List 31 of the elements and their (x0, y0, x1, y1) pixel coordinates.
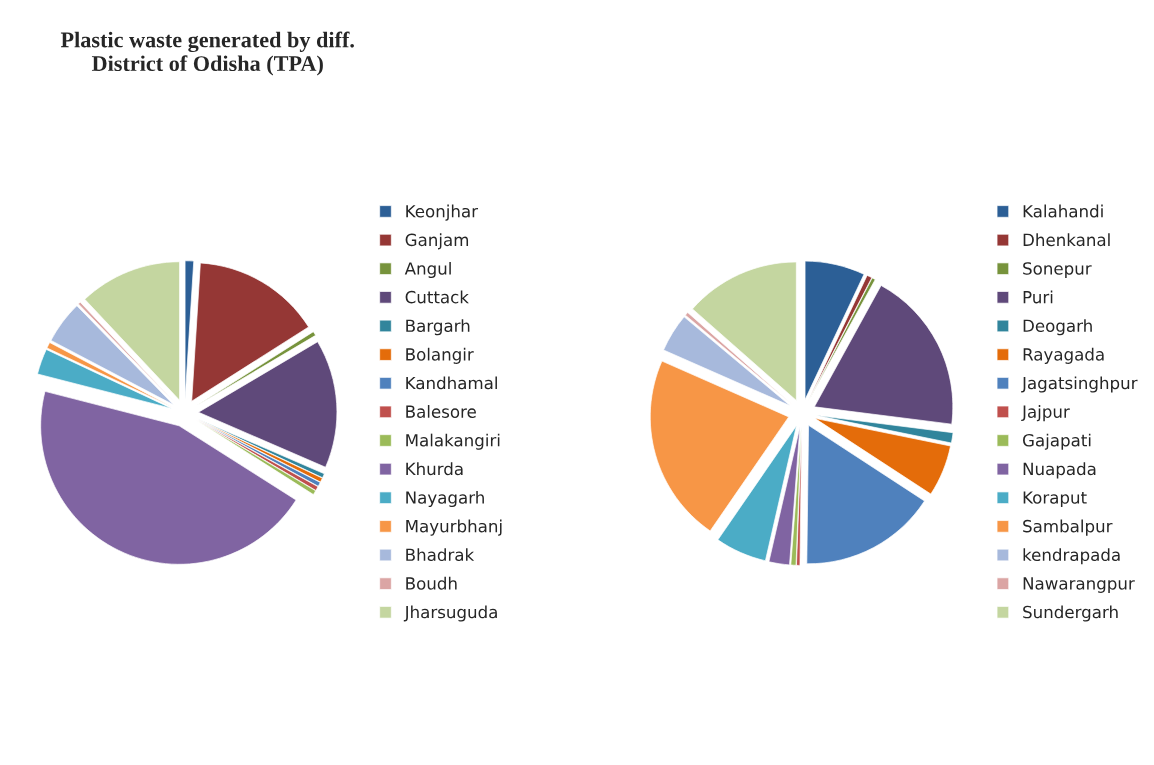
chart-title: Plastic waste generated by diff. District of Odisha (TPA) (60, 31, 354, 76)
legend-label: Jharsuguda (403, 605, 497, 622)
legend-label: Keonjhar (406, 204, 479, 221)
legend-label: Malakangiri (406, 433, 500, 450)
legend-label: Angul (404, 261, 451, 279)
legend-label: Bhadrak (406, 548, 475, 562)
legend-label: Cuttack (405, 290, 469, 304)
legend-label: Sambalpur (1023, 519, 1113, 536)
legend-label: Boudh (406, 576, 457, 590)
legend-label: kendrapada (1023, 548, 1120, 565)
legend-label: Kalahandi (1023, 204, 1103, 218)
legend-label: Ganjam (405, 233, 469, 250)
legend-label: Nayagarh (406, 490, 484, 508)
legend-label: Sonepur (1023, 262, 1092, 279)
legend-label: Kandhamal (406, 376, 497, 390)
legend-label: Koraput (1023, 491, 1087, 508)
legend-label: Mayurbhanj (406, 519, 502, 536)
legend-label: Jajpur (1021, 405, 1070, 422)
legend-label: Puri (1023, 290, 1053, 304)
legend-label: Nawarangpur (1023, 577, 1135, 593)
legend-label: Sundergarh (1023, 605, 1118, 622)
legend-label: Deogarh (1023, 319, 1092, 336)
legend-label: Nuapada (1023, 462, 1096, 479)
legend-label: Khurda (406, 462, 463, 476)
legend-label: Bolangir (406, 347, 474, 364)
legend-label: Jagatsinghpur (1021, 376, 1138, 393)
legend-label: Gajapati (1022, 433, 1091, 450)
legend-label: Bargarh (406, 319, 470, 336)
legend-label: Dhenkanal (1023, 233, 1110, 247)
legend-label: Balesore (406, 405, 476, 418)
legend-label: Rayagada (1023, 347, 1104, 364)
